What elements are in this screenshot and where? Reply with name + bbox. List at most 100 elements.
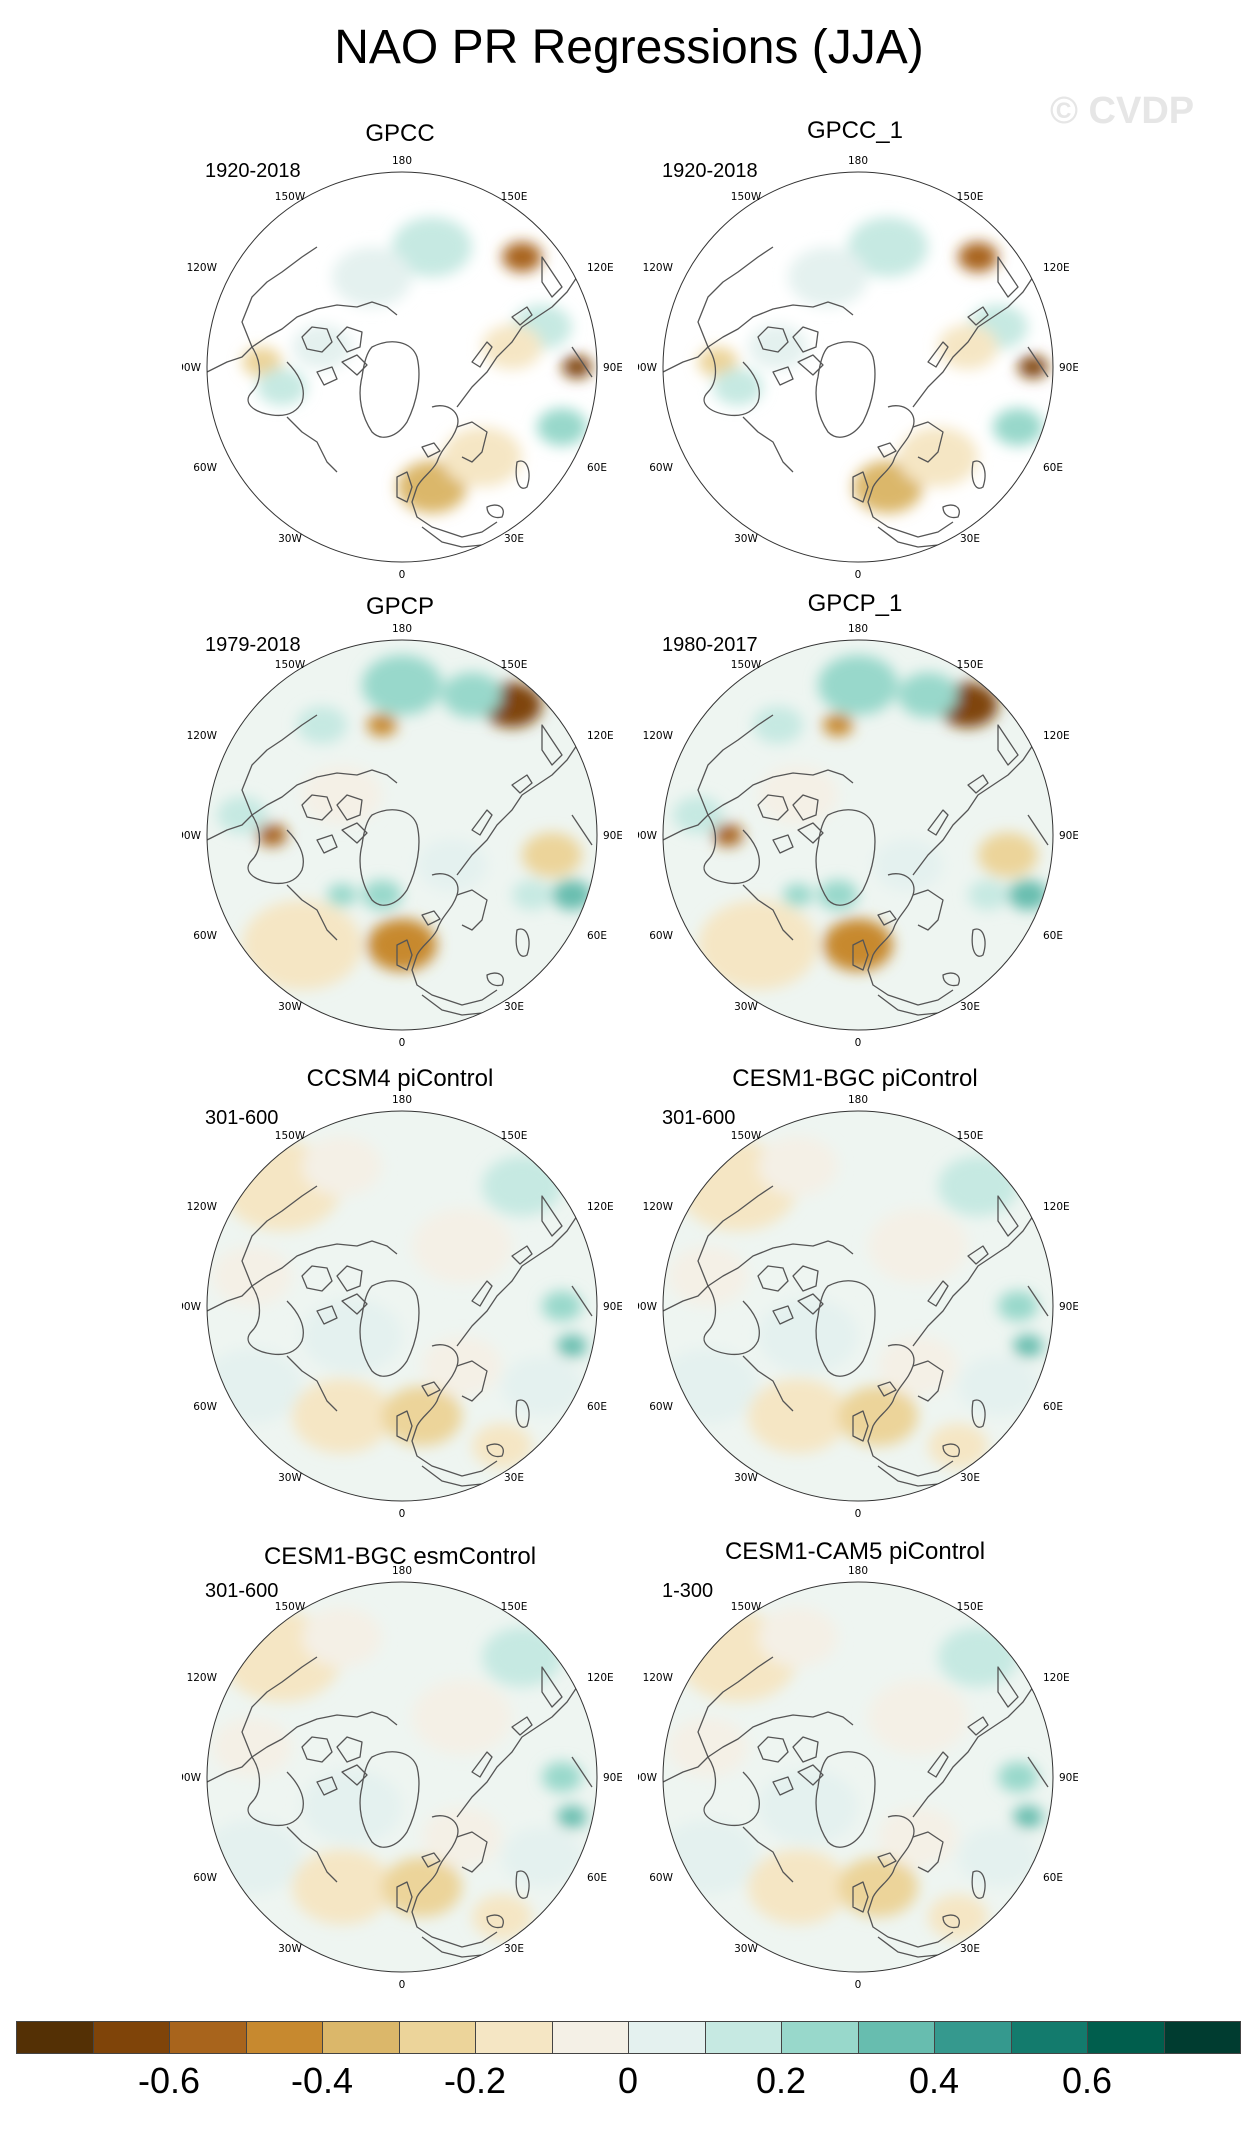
longitude-label: 90W	[182, 830, 202, 842]
longitude-label: 0	[855, 1979, 862, 1991]
longitude-label: 90E	[1059, 1301, 1078, 1313]
anomaly-shading	[207, 1348, 302, 1424]
anomaly-shading	[668, 1717, 748, 1777]
anomaly-shading	[1008, 880, 1048, 910]
colorbar-swatch	[475, 2021, 553, 2054]
longitude-label: 0	[855, 1037, 862, 1049]
longitude-label: 120E	[1043, 1201, 1070, 1213]
anomaly-shading	[848, 217, 928, 277]
anomaly-shading	[302, 765, 382, 825]
anomaly-shading	[332, 247, 412, 307]
anomaly-shading	[257, 368, 307, 406]
anomaly-shading	[748, 1378, 848, 1454]
longitude-label: 150W	[731, 191, 762, 203]
anomaly-shading	[557, 1334, 587, 1358]
anomaly-shading	[422, 1336, 502, 1396]
colorbar-tick-label: 0	[617, 2060, 639, 2101]
anomaly-shading	[502, 1827, 582, 1887]
anomaly-shading	[482, 324, 542, 370]
longitude-label: 120W	[187, 730, 218, 742]
longitude-label: 120W	[643, 1201, 674, 1213]
map-border	[662, 1110, 1054, 1502]
anomaly-shading	[673, 796, 723, 834]
colorbar-swatch	[92, 2021, 170, 2054]
anomaly-shading	[748, 324, 808, 370]
colorbar-swatch	[551, 2021, 629, 2054]
colorbar-tick-label: 0.4	[908, 2060, 960, 2101]
anomaly-shading	[958, 242, 998, 272]
longitude-label: 150E	[501, 659, 528, 671]
colorbar-swatch	[1010, 2021, 1088, 2054]
panel-period: 1979-2018	[205, 634, 301, 656]
longitude-label: 150E	[957, 1601, 984, 1613]
longitude-label: 90W	[638, 1772, 658, 1784]
longitude-label: 150W	[731, 1601, 762, 1613]
anomaly-shading	[868, 1679, 968, 1755]
longitude-label: 150W	[731, 1130, 762, 1142]
colorbar-swatch	[398, 2021, 476, 2054]
anomaly-shading	[302, 1607, 382, 1667]
anomaly-shading	[297, 706, 347, 744]
panel-period: 301-600	[205, 1107, 279, 1129]
longitude-label: 120W	[187, 262, 218, 274]
anomaly-shading	[873, 838, 943, 892]
longitude-label: 90E	[603, 1301, 622, 1313]
cvdp-watermark: © CVDP	[1050, 90, 1195, 132]
figure-title: NAO PR Regressions (JJA)	[334, 21, 924, 74]
anomaly-shading	[327, 883, 357, 907]
longitude-label: 30E	[960, 1943, 980, 1955]
anomaly-shading	[512, 880, 552, 910]
anomaly-shading	[207, 1819, 302, 1895]
longitude-label: 150E	[501, 191, 528, 203]
panel-period: 1980-2017	[662, 634, 758, 656]
map-border	[206, 1581, 598, 1973]
longitude-label: 30W	[734, 533, 758, 545]
longitude-label: 90E	[1059, 1772, 1078, 1784]
longitude-label: 60E	[587, 1401, 607, 1413]
colorbar-swatch	[857, 2021, 935, 2054]
panel-period: 1-300	[662, 1580, 714, 1602]
anomaly-shading	[242, 900, 362, 990]
longitude-label: 0	[855, 1508, 862, 1520]
colorbar-tick-label: 0.2	[755, 2060, 807, 2101]
anomaly-shading	[758, 765, 838, 825]
longitude-label: 180	[392, 1094, 412, 1106]
anomaly-shading	[442, 427, 522, 487]
longitude-label: 150E	[957, 191, 984, 203]
longitude-label: 150W	[731, 659, 762, 671]
anomaly-shading	[302, 1769, 402, 1845]
longitude-label: 30W	[278, 1001, 302, 1013]
anomaly-shading	[878, 1336, 958, 1396]
longitude-label: 180	[392, 155, 412, 167]
anomaly-shading	[758, 1769, 858, 1845]
anomaly-shading	[542, 1291, 582, 1321]
anomaly-shading	[1013, 1805, 1043, 1829]
anomaly-shading	[898, 427, 978, 487]
anomaly-shading	[522, 832, 582, 878]
longitude-label: 0	[855, 569, 862, 581]
longitude-label: 90W	[638, 830, 658, 842]
longitude-label: 90W	[638, 1301, 658, 1313]
anomaly-shading	[362, 880, 402, 910]
panel-title: CESM1-CAM5 piControl	[724, 1538, 986, 1565]
anomaly-shading	[938, 324, 998, 370]
longitude-label: 150E	[957, 659, 984, 671]
anomaly-shading	[212, 1246, 292, 1306]
polar-map: 180 0 150W 150E 120W 120E 90W 90E 60W 60E 30W 30E	[638, 155, 1078, 581]
longitude-label: 120E	[1043, 1672, 1070, 1684]
colorbar-swatch	[704, 2021, 782, 2054]
longitude-label: 60W	[649, 930, 673, 942]
longitude-label: 0	[399, 1979, 406, 1991]
longitude-label: 60E	[1043, 1401, 1063, 1413]
longitude-label: 180	[848, 1094, 868, 1106]
longitude-label: 120W	[187, 1672, 218, 1684]
longitude-label: 150E	[501, 1130, 528, 1142]
anomaly-shading	[292, 1378, 392, 1454]
anomaly-shading	[537, 408, 587, 446]
anomaly-shading	[968, 880, 1008, 910]
anomaly-shading	[713, 823, 743, 847]
anomaly-shading	[1013, 1334, 1043, 1358]
longitude-label: 30E	[504, 1001, 524, 1013]
colorbar-swatch	[169, 2021, 247, 2054]
colorbar-swatch	[934, 2021, 1012, 2054]
